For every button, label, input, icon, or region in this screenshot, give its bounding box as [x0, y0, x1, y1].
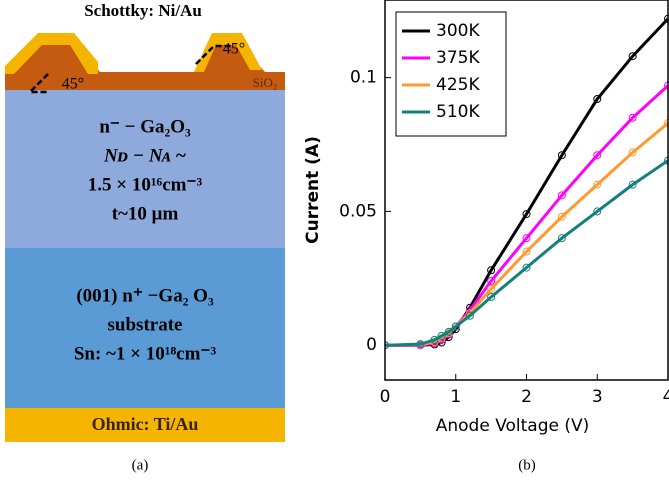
x-tick-label: 4 — [663, 387, 669, 407]
legend-label: 375K — [436, 48, 480, 68]
angle-label: 45° — [223, 41, 245, 58]
x-tick-label: 1 — [450, 387, 461, 407]
data-point — [487, 293, 496, 302]
y-tick-label: 0.1 — [350, 68, 377, 88]
iv-chart: 0 1 2 3 4 0 0.05 0.1 Anode Voltage (V) Current (A… — [303, 0, 669, 436]
layer-text: (001) n⁺ −Ga₂ O₃ — [76, 285, 214, 306]
layer-text: n⁻ − Ga₂O₃ — [99, 116, 191, 137]
data-point — [593, 95, 602, 104]
schottky-contact — [5, 33, 98, 74]
data-point — [522, 210, 531, 219]
x-tick-label: 3 — [592, 387, 603, 407]
angle-label: 45° — [62, 76, 84, 93]
data-point — [628, 52, 637, 61]
layer-text: Ohmic: Ti/Au — [92, 414, 199, 434]
y-tick-label: 0 — [366, 335, 377, 355]
data-point — [593, 180, 602, 189]
layer-text: t~10 μm — [112, 203, 179, 224]
data-point — [437, 331, 446, 340]
data-point — [628, 113, 637, 122]
x-axis-label: Anode Voltage (V) — [436, 416, 590, 436]
caption: (b) — [518, 457, 536, 473]
drift-layer — [5, 90, 285, 248]
data-point — [628, 180, 637, 189]
device-diagram: 45° 45° SiO₂ Schottky: Ni/Au n⁻ − Ga₂O₃ … — [5, 1, 536, 473]
layer-text: substrate — [108, 314, 183, 335]
data-point — [444, 327, 453, 336]
contact-label: Schottky: Ni/Au — [84, 1, 202, 20]
data-point — [465, 311, 474, 320]
data-point — [487, 276, 496, 285]
layer-text: Sn: ~1 × 10¹⁸cm⁻³ — [74, 343, 217, 364]
ohmic-layer — [5, 408, 285, 442]
data-point — [557, 191, 566, 200]
data-point — [557, 234, 566, 243]
legend-box — [395, 11, 507, 137]
legend-label: 300K — [436, 21, 480, 41]
layer-text: Nᴅ − Nᴀ ~ — [103, 145, 186, 166]
x-tick-label: 0 — [380, 387, 391, 407]
caption: (a) — [132, 457, 149, 473]
y-tick-label: 0.05 — [339, 201, 377, 221]
data-point — [522, 247, 531, 256]
y-axis-label: Current (A) — [303, 136, 323, 244]
data-point — [593, 207, 602, 216]
legend-label: 510K — [436, 102, 480, 122]
schottky-contact — [194, 33, 262, 72]
oxide-layer — [5, 72, 285, 90]
data-point — [557, 151, 566, 160]
angle-marker — [26, 73, 49, 94]
data-point — [451, 322, 460, 331]
substrate-layer — [5, 248, 285, 408]
plot-area — [385, 14, 669, 350]
angle-marker — [195, 44, 232, 65]
data-point — [522, 263, 531, 272]
plot-frame — [384, 0, 669, 381]
x-tick-label: 2 — [521, 387, 532, 407]
legend-label: 425K — [436, 75, 480, 95]
layer-text: 1.5 × 10¹⁶cm⁻³ — [88, 174, 203, 195]
data-point — [487, 285, 496, 294]
series-line — [385, 159, 669, 347]
data-point — [557, 212, 566, 221]
data-point — [593, 151, 602, 160]
data-point — [487, 266, 496, 275]
data-point — [522, 234, 531, 243]
series-line — [385, 121, 669, 347]
data-point — [628, 148, 637, 157]
oxide-label: SiO₂ — [253, 75, 278, 90]
